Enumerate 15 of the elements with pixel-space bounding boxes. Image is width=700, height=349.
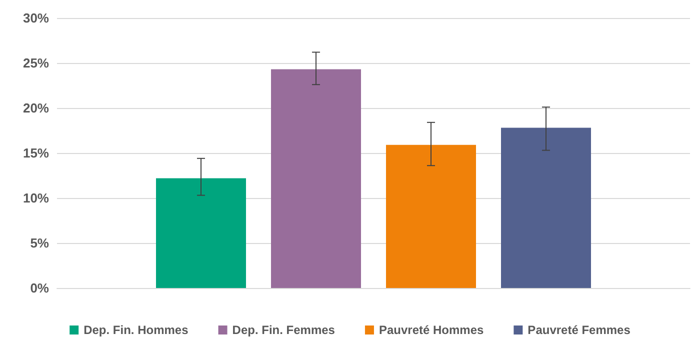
y-tick-label: 20%: [22, 100, 50, 116]
y-tick-label: 5%: [30, 236, 50, 250]
bar: [501, 128, 591, 288]
bar: [386, 144, 476, 288]
y-tick-label: 0%: [30, 280, 50, 296]
bar: [156, 178, 246, 288]
y-tick-label: 25%: [22, 56, 50, 70]
y-tick-label: 15%: [22, 146, 50, 160]
legend-label: Pauvreté Femmes: [528, 323, 631, 337]
legend-label: Pauvreté Hommes: [378, 323, 484, 337]
legend-label: Dep. Fin. Hommes: [84, 323, 189, 337]
legend-label: Dep. Fin. Femmes: [232, 323, 336, 337]
y-tick-label: 10%: [22, 190, 50, 206]
y-tick-label: 30%: [22, 10, 50, 26]
bar: [271, 69, 361, 288]
